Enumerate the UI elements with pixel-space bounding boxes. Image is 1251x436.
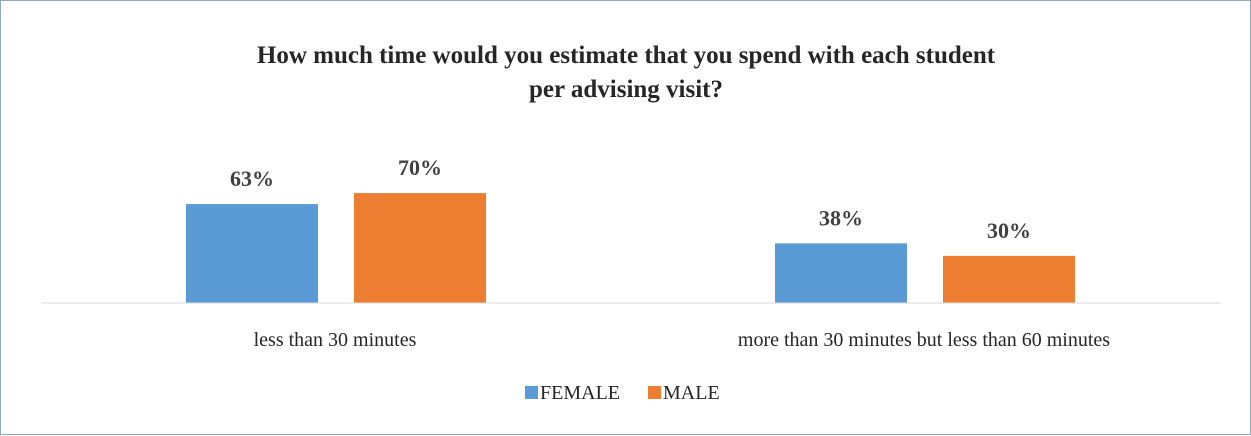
legend-label-male: MALE: [663, 382, 720, 404]
legend-swatch-male: [648, 386, 661, 399]
legend: FEMALE MALE: [525, 382, 720, 404]
bar-female-1: [186, 204, 318, 303]
data-label-male-1: 70%: [398, 155, 442, 180]
category-label-less-than-30: less than 30 minutes: [254, 329, 417, 351]
data-label-female-2: 38%: [819, 205, 863, 230]
legend-label-female: FEMALE: [540, 382, 620, 404]
data-label-female-1: 63%: [230, 166, 274, 191]
bars-group: [186, 193, 1075, 303]
chart-title-line-1: How much time would you estimate that yo…: [257, 42, 996, 69]
data-label-male-2: 30%: [987, 218, 1031, 243]
data-labels-group: 63% 38% 70% 30%: [230, 155, 1031, 243]
legend-swatch-female: [525, 386, 538, 399]
category-label-30-to-60: more than 30 minutes but less than 60 mi…: [738, 329, 1110, 351]
bar-female-2: [775, 243, 907, 303]
bar-male-1: [354, 193, 486, 303]
bar-male-2: [943, 255, 1075, 303]
chart-title-line-2: per advising visit?: [529, 76, 723, 103]
